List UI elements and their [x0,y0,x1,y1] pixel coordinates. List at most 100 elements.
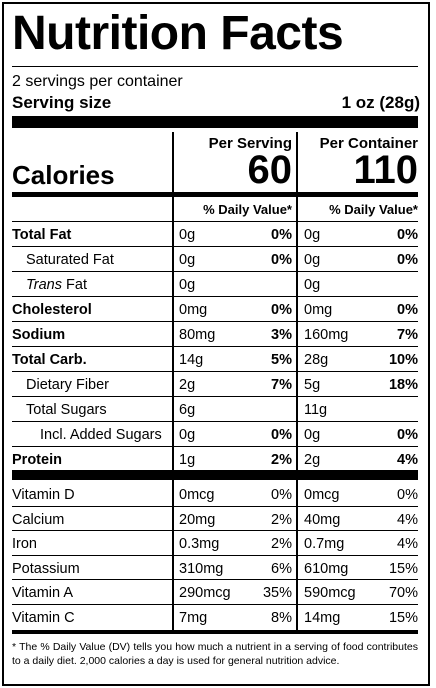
serving-daily-value: 0% [271,227,292,243]
nutrient-name: Saturated Fat [26,252,114,268]
nutrient-row-8-line-serving [174,446,296,447]
vitamin-serving-amount: 290mcg [179,585,231,602]
container-daily-value: 0% [397,427,418,443]
container-daily-value: 7% [397,327,418,343]
nutrient-row-8-line-name [12,446,172,447]
nutrient-row-2-line-name [12,296,172,297]
nutrient-row-1-line-serving [174,271,296,272]
calories-bar-serving [174,192,296,197]
vitamin-container-amount: 590mcg [304,585,356,602]
vitamin-container-amount: 610mg [304,560,349,577]
nutrient-row-7-line-name [12,421,172,422]
vitamin-serving-amount: 0mcg [179,487,215,503]
serving-size-value: 1 oz (28g) [341,93,420,112]
vitamin-serving-daily-value: 2% [271,511,292,528]
container-amount: 0g [304,277,321,293]
column-divider-container [296,132,298,634]
container-daily-value: 18% [388,377,418,393]
nutrient-row-3-line-serving [174,321,296,322]
serving-amount: 14g [179,352,204,368]
dv-header-line-serving [174,221,296,222]
serving-daily-value: 0% [271,302,292,318]
footnote-divider [12,630,418,634]
nutrient-name: Total Fat [12,227,72,243]
container-amount: 0g [304,252,321,268]
nutrition-facts-label: Nutrition Facts 2 servings per container… [2,2,430,686]
nutrient-row-0-line-container [298,246,418,247]
vitamin-serving-daily-value: 8% [271,610,292,626]
vitamin-serving-daily-value: 35% [262,585,292,602]
vitamin-serving-daily-value: 2% [271,536,292,553]
container-amount: 160mg [304,327,349,343]
vitamin-container-daily-value: 70% [388,585,418,602]
serving-daily-value: 7% [271,377,292,393]
servings-per-container: 2 servings per container [12,73,183,90]
nutrient-row-0-line-serving [174,246,296,247]
vitamin-row-0-line-serving [174,506,296,507]
vitamin-container-amount: 40mg [304,511,341,528]
vitamin-name: Vitamin A [12,585,73,602]
vitamin-serving-amount: 7mg [179,610,208,626]
vitamin-row-1-line-serving [174,530,296,531]
nutrient-name-italic: Trans [26,277,62,293]
nutrient-row-5-line-name [12,371,172,372]
dv-header-line-name [12,221,172,222]
header-per-container: Per Container [319,135,418,152]
vitamin-serving-amount: 20mg [179,511,216,528]
vitamin-bar-name [12,470,172,480]
serving-amount: 2g [179,377,196,393]
nutrient-name: Protein [12,452,62,468]
vitamin-serving-daily-value: 0% [271,487,292,503]
footnote: * The % Daily Value (DV) tells you how m… [12,641,418,667]
vitamin-container-amount: 0mcg [304,487,340,503]
vitamin-row-3-line-name [12,579,172,580]
container-amount: 2g [304,452,321,468]
serving-daily-value: 0% [271,252,292,268]
vitamin-row-1-line-name [12,530,172,531]
vitamin-row-4-line-serving [174,604,296,605]
nutrient-name: Trans Fat [26,278,87,293]
serving-amount: 80mg [179,327,216,343]
label-title: Nutrition Facts [12,7,344,60]
nutrient-row-0-line-name [12,246,172,247]
serving-amount: 0mg [179,302,208,318]
nutrient-row-3-line-name [12,321,172,322]
nutrient-name: Dietary Fiber [26,377,109,393]
vitamin-serving-amount: 310mg [179,560,224,577]
vitamin-container-daily-value: 4% [397,511,418,528]
serving-amount: 0g [179,427,196,443]
serving-daily-value: 3% [271,327,292,343]
vitamin-serving-daily-value: 6% [271,560,292,577]
vitamin-bar-container [298,470,418,480]
vitamin-container-amount: 14mg [304,610,341,626]
dv-header-serving: % Daily Value* [203,202,292,217]
serving-daily-value: 0% [271,427,292,443]
container-amount: 0g [304,227,321,243]
vitamin-name: Potassium [12,560,80,577]
header-per-serving: Per Serving [208,135,292,152]
dv-header-line-container [298,221,418,222]
vitamin-name: Vitamin D [12,487,75,503]
nutrient-name: Total Carb. [12,352,87,368]
vitamin-row-4-line-name [12,604,172,605]
container-amount: 28g [304,352,329,368]
vitamin-row-2-line-name [12,555,172,556]
vitamin-row-3-line-container [298,579,418,580]
vitamin-row-0-line-container [298,506,418,507]
vitamin-container-amount: 0.7mg [304,536,345,553]
nutrient-row-5-line-container [298,371,418,372]
vitamin-container-daily-value: 0% [397,487,418,503]
serving-daily-value: 5% [271,352,292,368]
nutrient-name: Cholesterol [12,302,92,318]
nutrient-row-6-line-container [298,396,418,397]
vitamin-container-daily-value: 15% [388,560,418,577]
nutrient-row-1-line-container [298,271,418,272]
vitamin-name: Iron [12,536,37,553]
calories-per-serving: 60 [247,148,293,192]
container-amount: 5g [304,377,321,393]
container-daily-value: 4% [397,452,418,468]
vitamin-bar-serving [174,470,296,480]
serving-amount: 0g [179,277,196,293]
nutrient-row-4-line-name [12,346,172,347]
vitamin-row-4-line-container [298,604,418,605]
